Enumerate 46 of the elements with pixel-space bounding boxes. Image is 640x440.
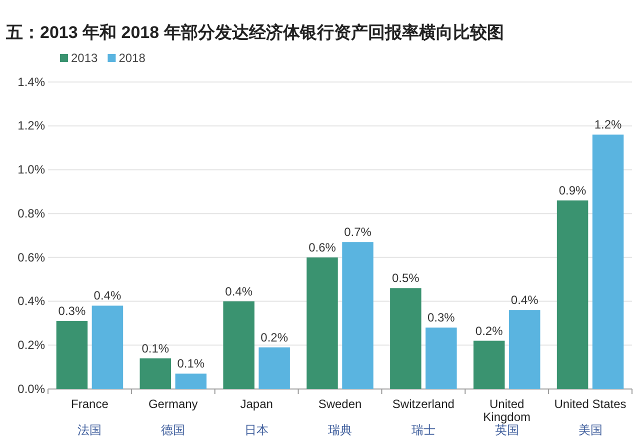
bar: [56, 321, 88, 389]
legend-label: 2018: [118, 51, 146, 65]
x-tick-label: Japan 日本: [240, 397, 273, 437]
bar: [508, 310, 540, 389]
y-tick-label: 1.0%: [18, 162, 46, 177]
bar: [342, 242, 374, 389]
y-tick-label: 0.8%: [18, 206, 46, 220]
bar: [140, 358, 172, 389]
y-tick-label: 1.4%: [18, 74, 46, 89]
bar: [592, 134, 624, 389]
y-tick-label: 0.0%: [18, 382, 46, 396]
data-label: 0.1%: [142, 341, 170, 356]
y-tick-label: 0.6%: [18, 250, 46, 264]
bar: [258, 347, 290, 389]
y-tick-label: 1.2%: [18, 118, 46, 133]
y-tick-label: 0.4%: [18, 294, 46, 308]
x-tick-label: Switzerland 瑞士: [392, 397, 454, 437]
data-label: 0.2%: [475, 324, 504, 338]
bar: [426, 328, 457, 389]
data-label: 0.4%: [225, 284, 253, 298]
bar: [175, 374, 207, 389]
data-label: 0.6%: [308, 240, 336, 254]
x-tick-label: Germany 德国: [148, 397, 198, 437]
chart-title: 五：2013 年和 2018 年部分发达经济体银行资产回报率横向比较图: [5, 23, 504, 42]
data-label: 0.7%: [344, 225, 372, 240]
data-label: 0.3%: [58, 304, 86, 318]
data-label: 0.9%: [558, 183, 587, 198]
data-label: 0.2%: [260, 330, 288, 344]
data-label: 1.2%: [594, 118, 622, 132]
bar: [92, 306, 124, 389]
legend-label: 2013: [71, 51, 98, 65]
bar: [306, 257, 338, 389]
x-tick-label: Sweden 瑞典: [318, 397, 362, 437]
data-label: 0.4%: [510, 293, 539, 308]
data-label: 0.4%: [94, 288, 122, 303]
data-label: 0.3%: [428, 310, 456, 325]
x-tick-label: France 法国: [71, 397, 109, 437]
x-tick-label: United Kingdom 英国: [483, 397, 531, 437]
y-tick-label: 0.2%: [18, 338, 46, 352]
data-label: 0.5%: [392, 271, 420, 286]
bar: [473, 340, 505, 389]
bar: [556, 200, 588, 389]
data-label: 0.1%: [177, 356, 205, 371]
bar: [223, 301, 254, 389]
bar: [390, 288, 422, 389]
x-tick-label: United States 美国: [554, 397, 626, 437]
